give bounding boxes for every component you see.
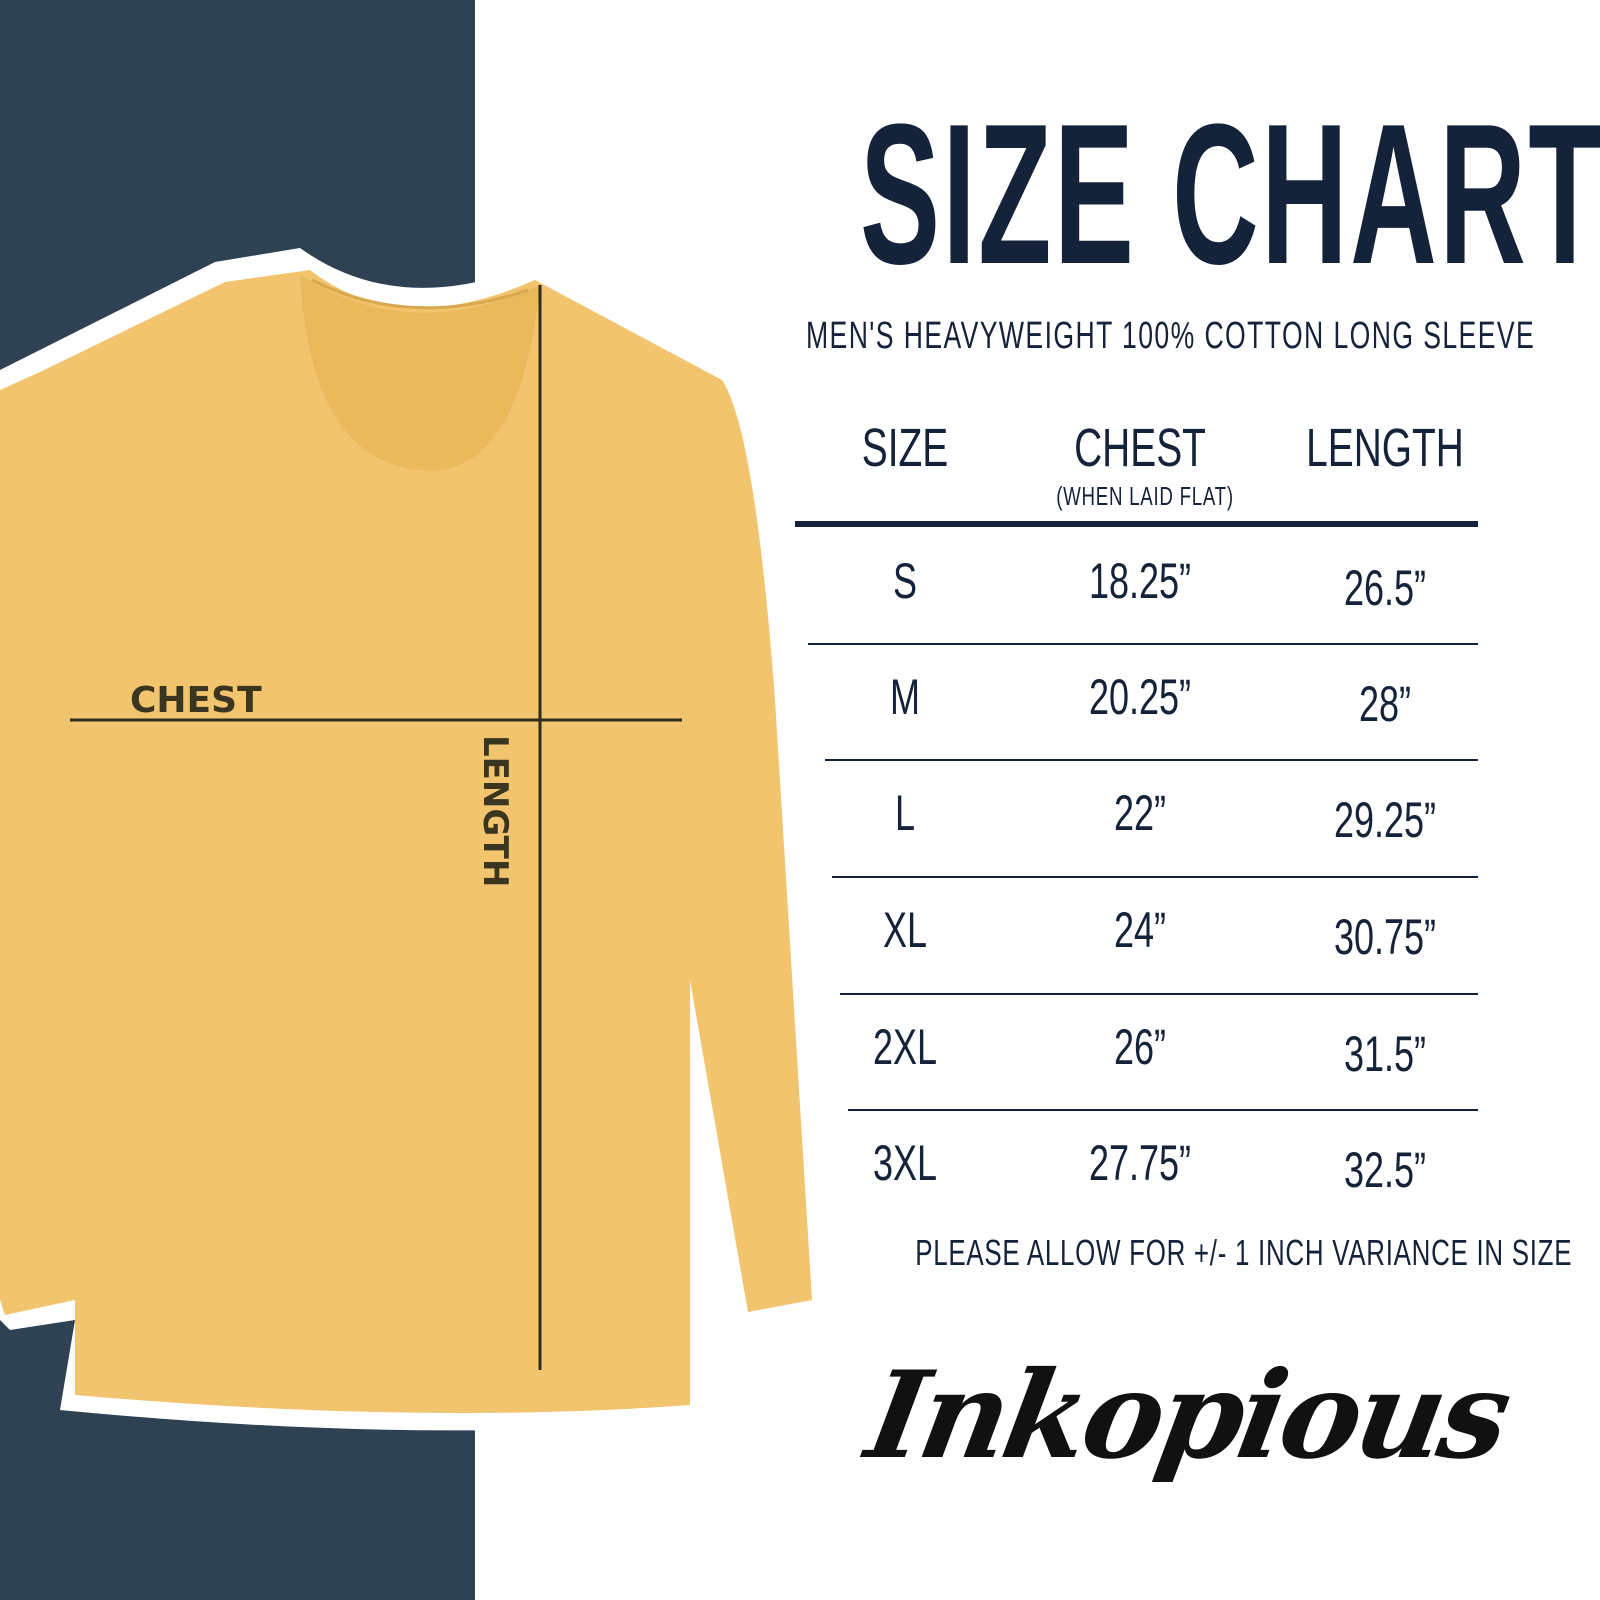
row-divider bbox=[832, 876, 1478, 878]
row-divider bbox=[848, 1109, 1478, 1111]
length-cell: 32.5” bbox=[1343, 1142, 1427, 1198]
size-cell: XL bbox=[882, 902, 928, 958]
size-cell: S bbox=[892, 553, 918, 609]
header-chest: CHEST bbox=[1074, 418, 1206, 478]
chest-cell: 20.25” bbox=[1088, 669, 1192, 725]
page-title: SIZE CHART bbox=[860, 83, 1600, 306]
length-cell: 29.25” bbox=[1333, 792, 1437, 848]
length-cell: 28” bbox=[1358, 676, 1412, 732]
row-divider bbox=[840, 993, 1478, 995]
chest-diagram-label: CHEST bbox=[130, 680, 262, 721]
length-cell: 26.5” bbox=[1343, 560, 1427, 616]
brand-logo: Inkopious bbox=[857, 1345, 1518, 1486]
header-size: SIZE bbox=[861, 418, 949, 478]
subtitle: MEN'S HEAVYWEIGHT 100% COTTON LONG SLEEV… bbox=[806, 315, 1536, 357]
row-divider bbox=[825, 759, 1478, 761]
variance-note: PLEASE ALLOW FOR +/- 1 INCH VARIANCE IN … bbox=[915, 1232, 1573, 1273]
size-cell: 3XL bbox=[872, 1135, 938, 1191]
length-diagram-label: LENGTH bbox=[475, 735, 515, 888]
size-cell: L bbox=[894, 785, 916, 841]
header-length: LENGTH bbox=[1306, 418, 1464, 478]
header-chest-note: (WHEN LAID FLAT) bbox=[1056, 481, 1234, 511]
length-cell: 30.75” bbox=[1333, 909, 1437, 965]
length-cell: 31.5” bbox=[1343, 1026, 1427, 1082]
shirt-image bbox=[0, 270, 812, 1413]
row-divider bbox=[808, 643, 1478, 645]
size-cell: 2XL bbox=[872, 1019, 938, 1075]
chest-cell: 27.75” bbox=[1088, 1135, 1192, 1191]
header-divider bbox=[795, 521, 1478, 527]
chest-cell: 18.25” bbox=[1088, 553, 1192, 609]
chest-cell: 24” bbox=[1113, 902, 1167, 958]
chest-cell: 22” bbox=[1113, 785, 1167, 841]
chest-cell: 26” bbox=[1113, 1019, 1167, 1075]
size-cell: M bbox=[890, 669, 920, 725]
